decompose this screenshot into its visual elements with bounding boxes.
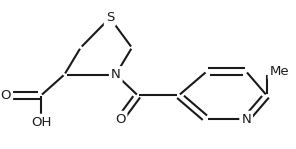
Text: N: N: [111, 68, 121, 81]
Text: S: S: [106, 11, 114, 24]
Text: O: O: [115, 113, 126, 126]
Text: O: O: [1, 89, 11, 102]
Text: Me: Me: [270, 65, 289, 78]
Text: OH: OH: [31, 116, 51, 129]
Text: N: N: [241, 113, 251, 126]
